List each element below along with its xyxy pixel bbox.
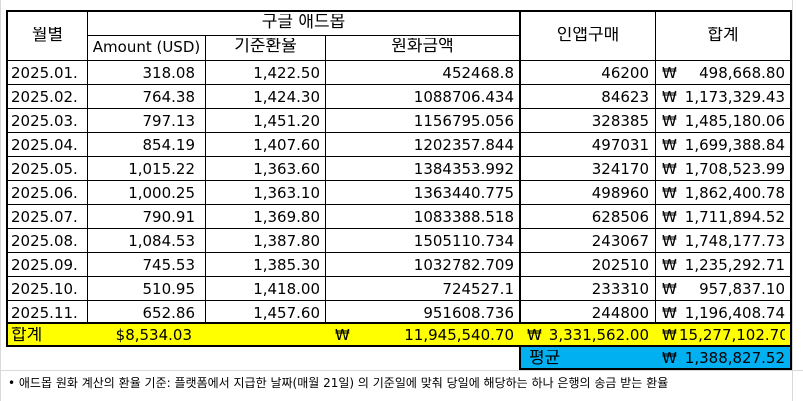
header-in-app: 인앱구매	[556, 27, 620, 44]
won-sign: ₩	[662, 136, 677, 154]
row-month[interactable]: 2025.02.	[11, 90, 78, 105]
row-in-app[interactable]: 244800	[591, 306, 649, 321]
row-month[interactable]: 2025.04.	[11, 138, 78, 153]
footnote: • 애드몹 원화 계산의 환율 기준: 플랫폼에서 지급한 날짜(매월 21일)…	[8, 377, 669, 389]
row-in-app[interactable]: 628506	[591, 210, 649, 225]
row-month[interactable]: 2025.10.	[11, 282, 78, 297]
row-month[interactable]: 2025.11.	[11, 306, 78, 321]
header-total: 합계	[707, 27, 739, 44]
row-amount-usd[interactable]: 745.53	[142, 258, 196, 273]
row-krw-amount[interactable]: 724527.1	[442, 282, 514, 297]
header-krw-amount: 원화금액	[391, 38, 454, 55]
won-sign: ₩	[662, 208, 677, 226]
won-sign: ₩	[662, 88, 677, 106]
row-base-rate[interactable]: 1,422.50	[253, 66, 320, 81]
row-total[interactable]: 1,173,329.43	[684, 90, 785, 105]
row-month[interactable]: 2025.07.	[11, 210, 78, 225]
row-amount-usd[interactable]: 790.91	[142, 210, 196, 225]
row-month[interactable]: 2025.05.	[11, 162, 78, 177]
row-amount-usd[interactable]: 318.08	[142, 66, 196, 81]
row-krw-amount[interactable]: 951608.736	[423, 306, 514, 321]
row-krw-amount[interactable]: 1505110.734	[413, 234, 514, 249]
totals-usd[interactable]: $8,534.03	[115, 328, 192, 343]
row-base-rate[interactable]: 1,385.30	[253, 258, 320, 273]
row-total[interactable]: 1,708,523.99	[684, 162, 785, 177]
header-month: 월별	[31, 27, 64, 44]
row-in-app[interactable]: 497031	[591, 138, 649, 153]
row-krw-amount[interactable]: 1384353.992	[413, 162, 514, 177]
row-krw-amount[interactable]: 452468.8	[442, 66, 514, 81]
header-google-admob: 구글 애드몹	[261, 14, 346, 31]
row-month[interactable]: 2025.06.	[11, 186, 78, 201]
row-base-rate[interactable]: 1,457.60	[253, 306, 320, 321]
row-amount-usd[interactable]: 1,000.25	[128, 186, 195, 201]
totals-label: 합계	[11, 327, 43, 344]
average-label: 평균	[529, 350, 561, 367]
header-base-rate: 기준환율	[234, 38, 297, 55]
row-month[interactable]: 2025.03.	[11, 114, 78, 129]
won-sign: ₩	[662, 349, 677, 367]
row-month[interactable]: 2025.08.	[11, 234, 78, 249]
row-in-app[interactable]: 243067	[591, 234, 649, 249]
row-amount-usd[interactable]: 1,084.53	[128, 234, 195, 249]
row-amount-usd[interactable]: 764.38	[142, 90, 196, 105]
row-in-app[interactable]: 202510	[591, 258, 649, 273]
won-sign: ₩	[662, 160, 677, 178]
row-in-app[interactable]: 328385	[591, 114, 649, 129]
totals-krw[interactable]: 11,945,540.70	[404, 328, 514, 343]
row-total[interactable]: 1,748,177.73	[684, 234, 785, 249]
row-krw-amount[interactable]: 1083388.518	[413, 210, 514, 225]
row-krw-amount[interactable]: 1202357.844	[413, 138, 514, 153]
won-sign: ₩	[662, 64, 677, 82]
row-amount-usd[interactable]: 510.95	[142, 282, 196, 297]
row-base-rate[interactable]: 1,363.10	[253, 186, 320, 201]
row-amount-usd[interactable]: 797.13	[142, 114, 196, 129]
row-in-app[interactable]: 84623	[601, 90, 649, 105]
totals-row-highlight	[7, 323, 792, 346]
row-month[interactable]: 2025.01.	[11, 66, 78, 81]
row-krw-amount[interactable]: 1088706.434	[413, 90, 514, 105]
row-base-rate[interactable]: 1,363.60	[253, 162, 320, 177]
row-in-app[interactable]: 324170	[591, 162, 649, 177]
row-total[interactable]: 1,235,292.71	[684, 258, 785, 273]
row-total[interactable]: 1,862,400.78	[684, 186, 785, 201]
row-total[interactable]: 498,668.80	[699, 66, 785, 81]
row-total[interactable]: 1,196,408.74	[684, 306, 785, 321]
row-krw-amount[interactable]: 1363440.775	[413, 186, 514, 201]
row-base-rate[interactable]: 1,407.60	[253, 138, 320, 153]
row-amount-usd[interactable]: 854.19	[142, 138, 196, 153]
average-highlight	[520, 347, 792, 369]
row-total[interactable]: 1,711,894.52	[684, 210, 785, 225]
row-base-rate[interactable]: 1,451.20	[253, 114, 320, 129]
row-krw-amount[interactable]: 1156795.056	[413, 114, 514, 129]
row-amount-usd[interactable]: 652.86	[142, 306, 196, 321]
won-sign: ₩	[662, 112, 677, 130]
row-base-rate[interactable]: 1,387.80	[253, 234, 320, 249]
row-base-rate[interactable]: 1,424.30	[253, 90, 320, 105]
row-in-app[interactable]: 46200	[601, 66, 649, 81]
row-total[interactable]: 957,837.10	[699, 282, 785, 297]
won-sign: ₩	[662, 184, 677, 202]
average-total[interactable]: 1,388,827.52	[684, 351, 785, 366]
row-base-rate[interactable]: 1,369.80	[253, 210, 320, 225]
won-sign: ₩	[662, 280, 677, 298]
won-sign: ₩	[662, 232, 677, 250]
won-sign: ₩	[662, 304, 677, 322]
won-sign: ₩	[662, 326, 677, 344]
row-amount-usd[interactable]: 1,015.22	[128, 162, 195, 177]
row-base-rate[interactable]: 1,418.00	[253, 282, 320, 297]
row-total[interactable]: 1,699,388.84	[684, 138, 785, 153]
won-sign: ₩	[527, 326, 542, 344]
row-month[interactable]: 2025.09.	[11, 258, 78, 273]
header-amount-usd: Amount (USD)	[92, 40, 201, 55]
row-krw-amount[interactable]: 1032782.709	[413, 258, 514, 273]
row-in-app[interactable]: 233310	[591, 282, 649, 297]
row-total[interactable]: 1,485,180.06	[684, 114, 785, 129]
won-sign: ₩	[662, 256, 677, 274]
row-in-app[interactable]: 498960	[591, 186, 649, 201]
won-sign: ₩	[335, 326, 350, 344]
totals-inapp[interactable]: 3,331,562.00	[548, 328, 649, 343]
totals-total[interactable]: 15,277,102.70	[679, 328, 785, 343]
